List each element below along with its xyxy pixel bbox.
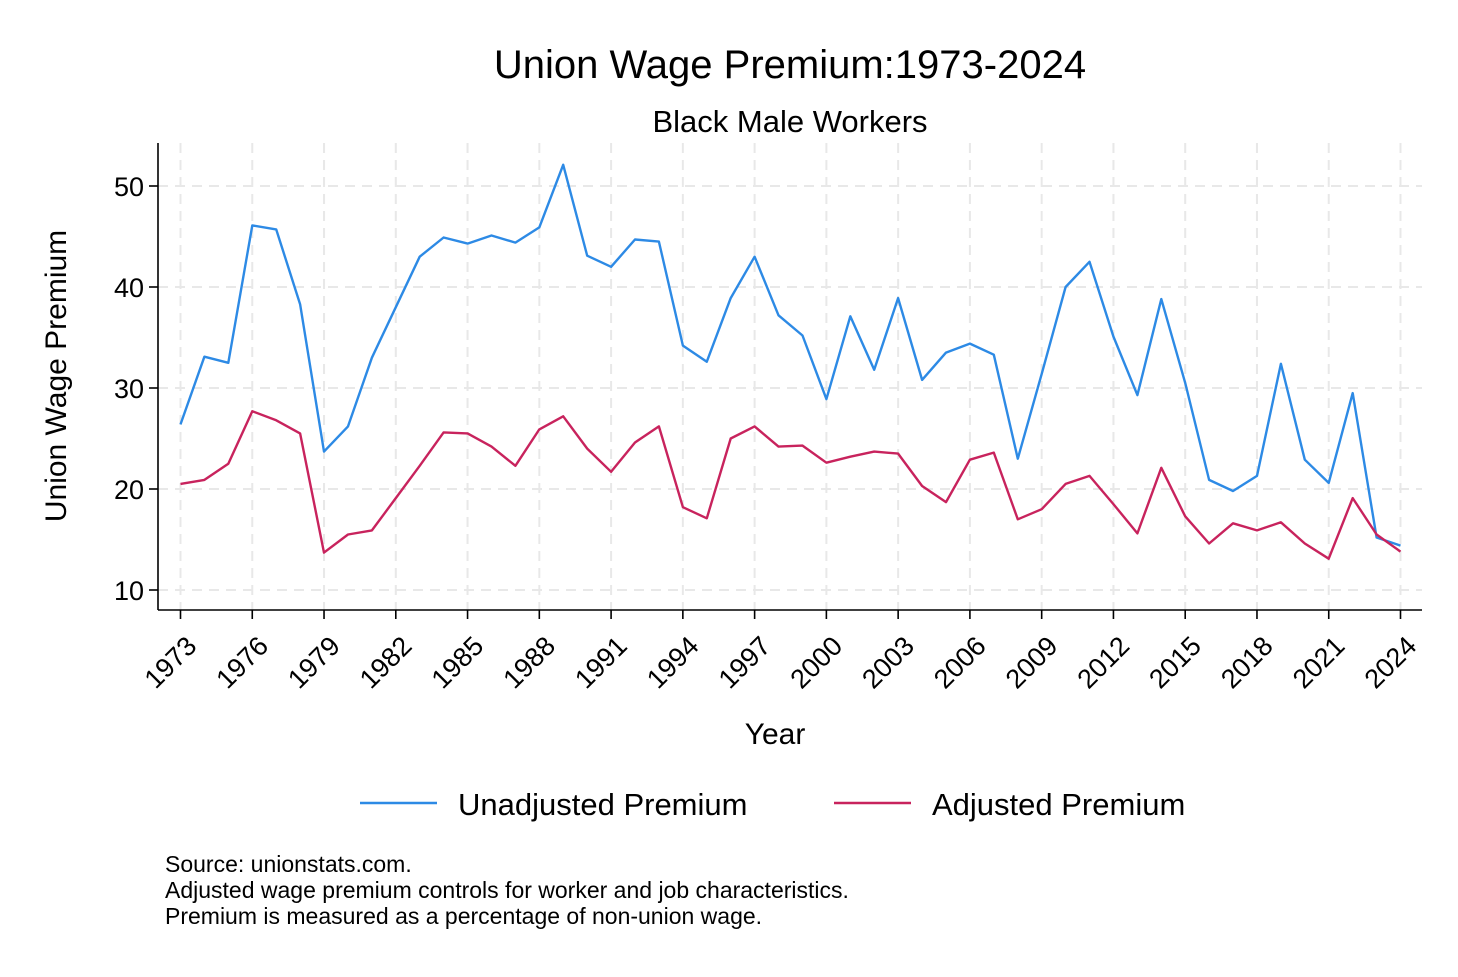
chart-subtitle: Black Male Workers bbox=[652, 104, 927, 139]
legend-item-unadjusted: Unadjusted Premium bbox=[360, 787, 747, 822]
x-tick-label: 1976 bbox=[210, 631, 274, 695]
note-measurement: Premium is measured as a percentage of n… bbox=[165, 903, 762, 929]
x-tick-label: 1997 bbox=[713, 631, 777, 695]
y-tick-label: 20 bbox=[114, 475, 144, 505]
x-tick-label: 2015 bbox=[1143, 631, 1207, 695]
x-tick-label: 2012 bbox=[1072, 631, 1136, 695]
x-tick-label: 2024 bbox=[1359, 631, 1423, 695]
x-tick-label: 2018 bbox=[1215, 631, 1279, 695]
axes bbox=[157, 143, 1422, 611]
x-tick-label: 1994 bbox=[641, 631, 705, 695]
x-tick-label: 1991 bbox=[569, 631, 633, 695]
x-tick-label: 2009 bbox=[1000, 631, 1064, 695]
unadjusted-premium-line bbox=[179, 163, 1401, 547]
legend-label-adjusted: Adjusted Premium bbox=[932, 787, 1185, 822]
x-tick-label: 1985 bbox=[426, 631, 490, 695]
y-tick-label: 50 bbox=[114, 172, 144, 202]
y-tick-label: 40 bbox=[114, 273, 144, 303]
y-axis-title: Union Wage Premium bbox=[40, 230, 73, 522]
note-source: Source: unionstats.com. bbox=[165, 851, 412, 877]
legend-item-adjusted: Adjusted Premium bbox=[834, 787, 1185, 822]
legend-label-unadjusted: Unadjusted Premium bbox=[458, 787, 747, 822]
adjusted-premium-line bbox=[180, 410, 1402, 560]
x-tick-label: 1982 bbox=[354, 631, 418, 695]
chart-title: Union Wage Premium:1973-2024 bbox=[494, 43, 1086, 87]
x-tick-label: 1979 bbox=[282, 631, 346, 695]
x-tick-label: 1988 bbox=[497, 631, 561, 695]
series-group bbox=[179, 163, 1402, 560]
y-tick-label: 30 bbox=[114, 374, 144, 404]
y-axis-ticks: 10 20 30 40 50 bbox=[114, 172, 158, 606]
grid bbox=[158, 143, 1422, 610]
note-adjustment: Adjusted wage premium controls for worke… bbox=[165, 877, 849, 903]
x-tick-label: 2021 bbox=[1287, 631, 1351, 695]
x-tick-label: 2003 bbox=[856, 631, 920, 695]
legend: Unadjusted Premium Adjusted Premium bbox=[360, 787, 1185, 822]
chart-notes: Source: unionstats.com. Adjusted wage pr… bbox=[165, 851, 849, 929]
x-axis-title: Year bbox=[745, 718, 806, 751]
x-tick-label: 1973 bbox=[139, 631, 203, 695]
y-tick-label: 10 bbox=[114, 576, 144, 606]
x-tick-label: 2000 bbox=[785, 631, 849, 695]
x-axis-ticks: 1973 1976 1979 1982 1985 1988 1991 1994 1997 2000… bbox=[139, 610, 1423, 695]
x-tick-label: 2006 bbox=[928, 631, 992, 695]
